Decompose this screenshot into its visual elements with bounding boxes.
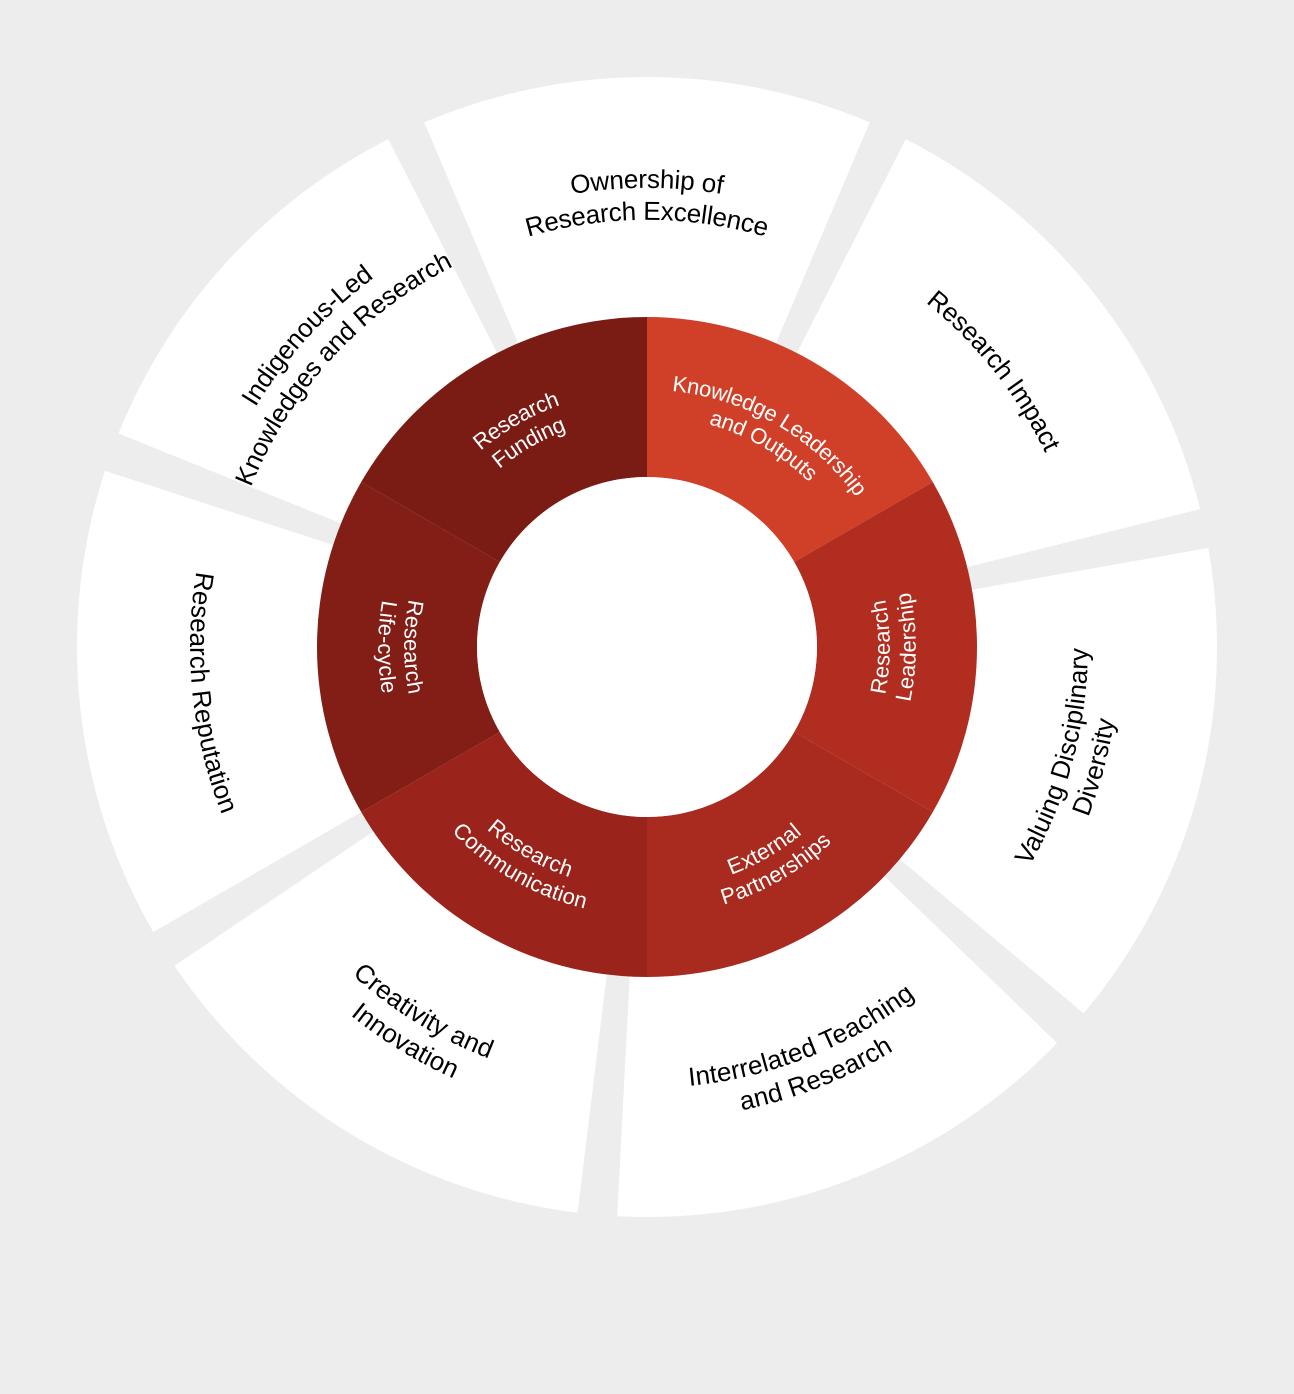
outer-segment: Research Reputation: [77, 471, 361, 932]
svg-text:Research: Research: [865, 598, 894, 695]
outer-segment: Ownership ofResearch Excellence: [424, 77, 869, 343]
center-circle: [477, 477, 817, 817]
research-radial-diagram: Ownership ofResearch ExcellenceResearch …: [0, 0, 1294, 1394]
svg-text:Life-cycle: Life-cycle: [373, 599, 402, 695]
svg-text:Research: Research: [399, 598, 428, 695]
